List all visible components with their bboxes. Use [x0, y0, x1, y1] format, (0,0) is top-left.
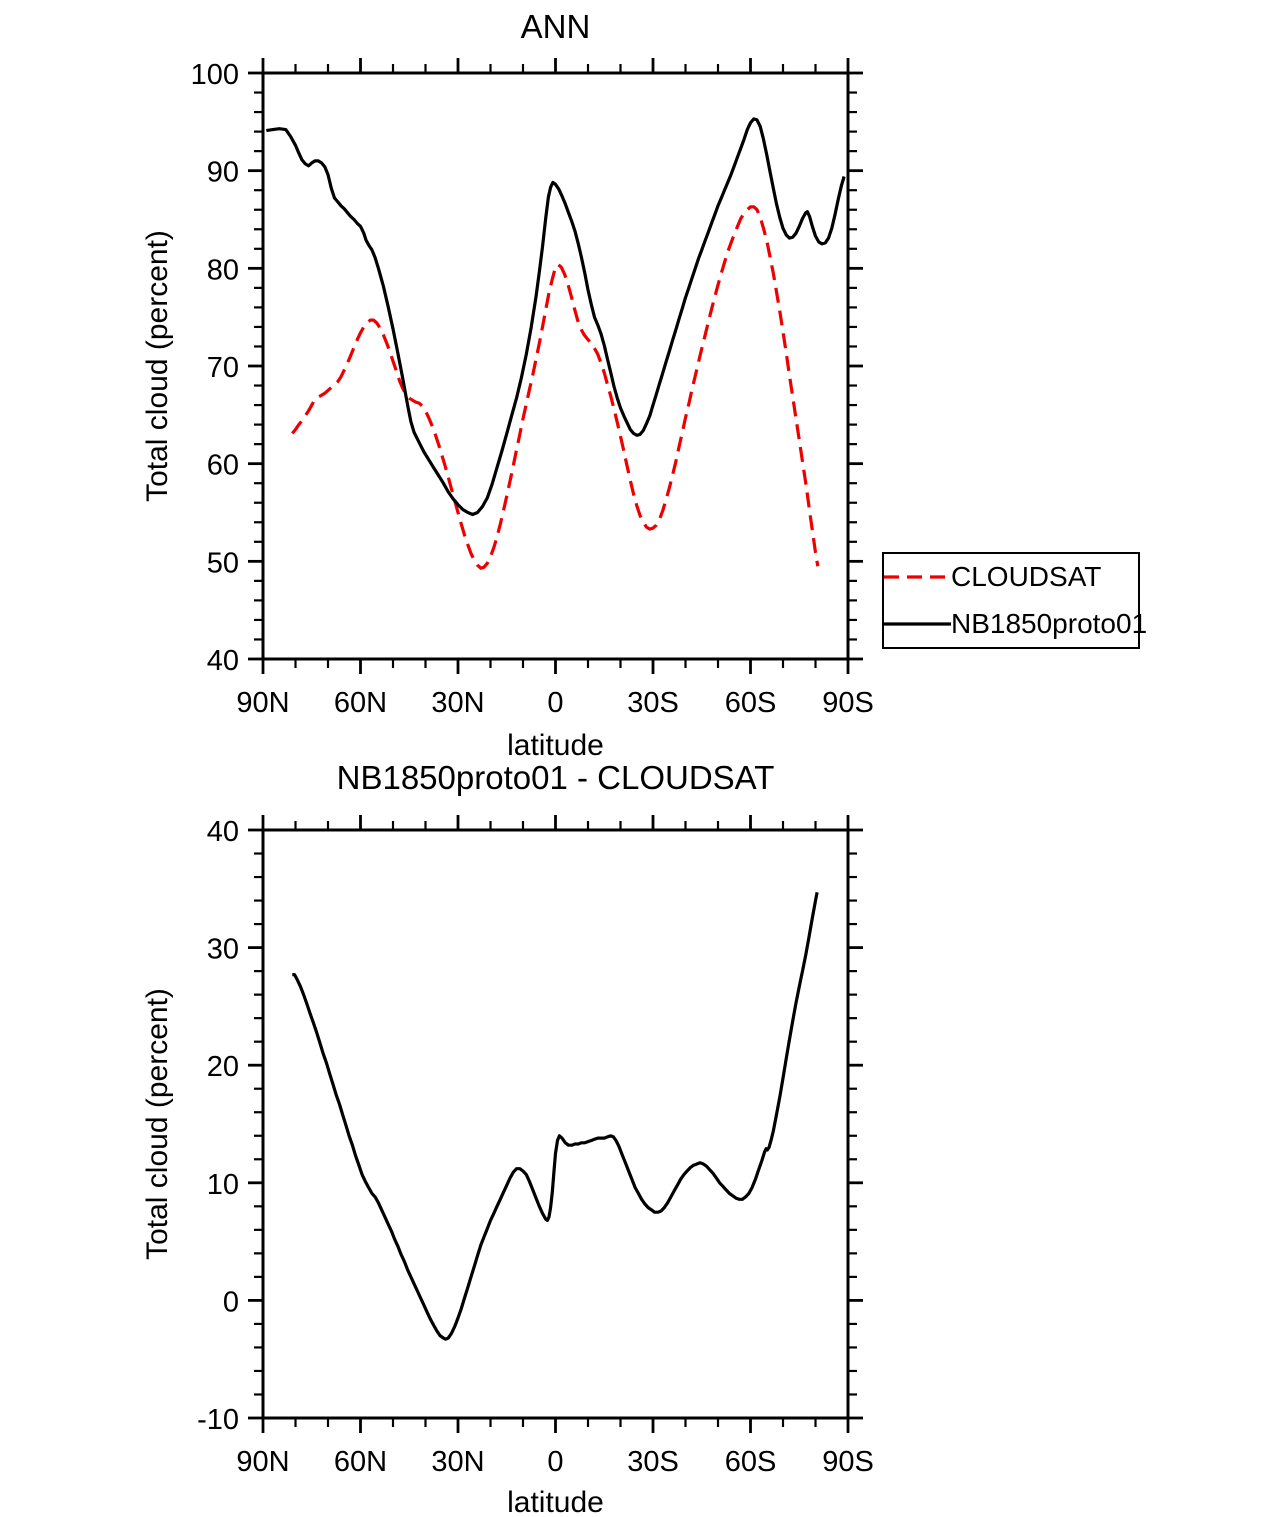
y-tick-label: 30	[207, 934, 239, 966]
bottom-chart: 90N 60N 30N 0 30S 60S 90S -10 0 10 20 30 40	[197, 815, 874, 1478]
top-chart-frame	[261, 71, 850, 661]
legend-label-nb1850proto01: NB1850proto01	[951, 607, 1148, 639]
top-chart-title: ANN	[520, 8, 591, 45]
legend-entry-cloudsat: CLOUDSAT	[884, 555, 1138, 599]
x-tick-label: 30N	[431, 687, 484, 719]
x-tick-label: 0	[547, 1446, 563, 1478]
y-tick-label: 10	[207, 1169, 239, 1201]
y-tick-label: 40	[207, 645, 239, 677]
x-tick-label: 90S	[822, 687, 874, 719]
bottom-chart-title: NB1850proto01 - CLOUDSAT	[336, 759, 775, 796]
legend-entry-nb1850proto01: NB1850proto01	[884, 602, 1147, 646]
bottom-chart-frame	[261, 828, 850, 1420]
legend-label-cloudsat: CLOUDSAT	[951, 561, 1102, 593]
legend-dashed-line-sample	[884, 575, 951, 579]
legend-solid-line-sample	[884, 622, 951, 626]
x-tick-label: 90N	[236, 687, 289, 719]
x-tick-label: 30S	[627, 1446, 679, 1478]
nb1850proto01-cloudsat-curve	[292, 891, 819, 1341]
x-tick-label: 90S	[822, 1446, 874, 1478]
x-tick-label: 60N	[334, 687, 387, 719]
bottom-chart-tick-labels: 90N 60N 30N 0 30S 60S 90S -10 0 10 20 30 40	[197, 816, 874, 1478]
x-tick-label: 30S	[627, 687, 679, 719]
y-tick-label: 40	[207, 816, 239, 848]
x-tick-label: 60N	[334, 1446, 387, 1478]
top-chart-x-axis-label: latitude	[507, 729, 604, 762]
y-tick-label: 70	[207, 352, 239, 384]
y-tick-label: 80	[207, 254, 239, 286]
x-tick-label: 30N	[431, 1446, 484, 1478]
y-tick-label: 100	[191, 59, 239, 91]
y-tick-label: 90	[207, 157, 239, 189]
bottom-chart-x-axis-label: latitude	[507, 1486, 604, 1517]
y-tick-label: 0	[223, 1286, 239, 1318]
x-tick-label: 60S	[725, 1446, 777, 1478]
x-tick-label: 90N	[236, 1446, 289, 1478]
bottom-chart-y-axis-label: Total cloud (percent)	[141, 988, 174, 1260]
top-chart: 90N 60N 30N 0 30S 60S 90S 40 50 60 70 80 90 100	[191, 58, 874, 719]
nb1850proto01-curve	[266, 117, 846, 517]
y-tick-label: 50	[207, 547, 239, 579]
y-tick-label: -10	[197, 1404, 239, 1436]
y-tick-label: 20	[207, 1051, 239, 1083]
y-tick-label: 60	[207, 450, 239, 482]
legend: CLOUDSAT NB1850proto01	[882, 552, 1147, 649]
top-chart-ticks	[248, 58, 863, 674]
x-tick-label: 0	[547, 687, 563, 719]
cloudsat-curve	[291, 205, 820, 570]
top-chart-y-axis-label: Total cloud (percent)	[141, 230, 174, 502]
bottom-chart-ticks	[248, 815, 863, 1433]
x-tick-label: 60S	[725, 687, 777, 719]
top-chart-tick-labels: 90N 60N 30N 0 30S 60S 90S 40 50 60 70 80 90 100	[191, 59, 874, 719]
